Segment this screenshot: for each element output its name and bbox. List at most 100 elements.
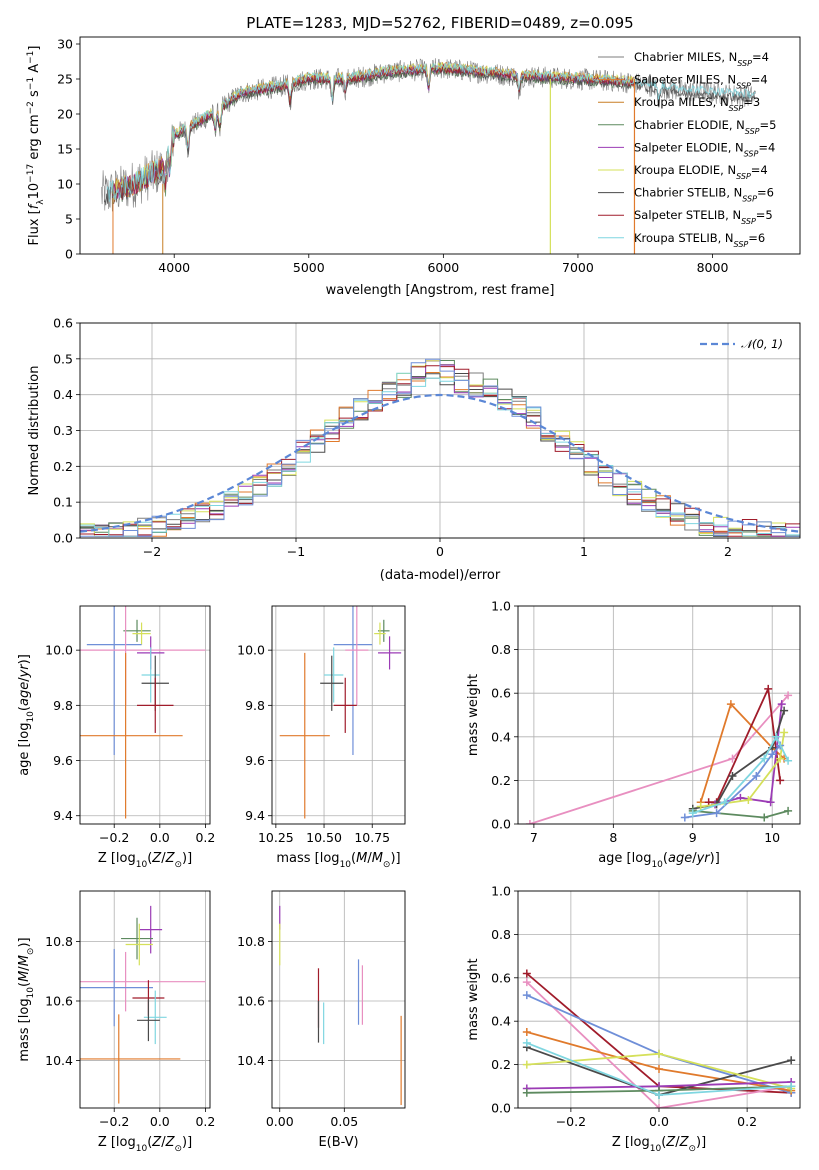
x-axis-label: (data-model)/error xyxy=(380,568,501,583)
x-tick-label: 10.75 xyxy=(354,830,390,845)
y-tick-label: 10.0 xyxy=(45,643,73,658)
x-axis-label: wavelength [Angstrom, rest frame] xyxy=(326,283,555,298)
y-tick-label: 0.0 xyxy=(491,817,511,832)
legend-label: Chabrier MILES, NSSP=4 xyxy=(634,50,769,68)
y-tick-label: 0.6 xyxy=(491,686,511,701)
y-tick-label: 10.4 xyxy=(237,1053,265,1068)
x-tick-label: 5000 xyxy=(293,260,325,275)
x-tick-label: 0.2 xyxy=(737,1114,757,1129)
x-tick-label: 7000 xyxy=(562,260,594,275)
weight-marker xyxy=(655,1104,663,1108)
y-tick-label: 0.4 xyxy=(491,729,511,744)
y-tick-label: 10.6 xyxy=(45,993,73,1008)
x-tick-label: 8 xyxy=(609,830,617,845)
x-tick-label: 0.00 xyxy=(266,1114,294,1129)
x-tick-label: −0.2 xyxy=(99,1114,129,1129)
legend-label: Salpeter ELODIE, NSSP=4 xyxy=(634,140,775,158)
weight-marker xyxy=(522,978,531,987)
x-tick-label: 0 xyxy=(436,544,444,559)
mass-vs-Z-panel: −0.2 0.0 0.2 10.4 10.6 10.8 Z [log10(Z/Z⊙)] mas… xyxy=(17,890,215,1154)
massweight-vs-age-panel: 7 8 9 10 0.0 0.2 0.4 0.6 0.8 1.0 age [log10(age/yr… xyxy=(466,599,801,870)
axes-frame xyxy=(79,322,801,539)
y-axis-label: Flux [fλ10−17 erg cm−2 s−1 A−1] xyxy=(26,46,46,246)
legend-label: Kroupa STELIB, NSSP=6 xyxy=(634,231,765,249)
weight-marker xyxy=(768,750,777,759)
x-axis-label: E(B-V) xyxy=(318,1135,358,1150)
x-tick-label: 2 xyxy=(724,544,732,559)
y-tick-label: 10.6 xyxy=(237,993,265,1008)
y-axis-label: mass weight xyxy=(466,958,481,1040)
y-tick-label: 0.6 xyxy=(491,970,511,985)
age-vs-Z-panel: −0.2 0.0 0.2 9.4 9.6 9.8 10.0 Z [log10(Z/Z⊙)] ag… xyxy=(17,605,215,870)
y-tick-label: 0.8 xyxy=(491,642,511,657)
weight-marker xyxy=(522,1088,531,1097)
x-axis-label: age [log10(age/yr)] xyxy=(598,851,720,870)
x-tick-label: 10 xyxy=(764,830,780,845)
error-bars xyxy=(80,606,206,819)
y-tick-label: 10 xyxy=(57,177,73,192)
axes-frame xyxy=(271,890,406,1109)
weight-marker xyxy=(772,732,781,741)
weight-marker xyxy=(712,809,721,818)
legend-label: Chabrier ELODIE, NSSP=5 xyxy=(634,118,776,136)
x-tick-label: −1 xyxy=(287,544,305,559)
x-tick-label: 10.50 xyxy=(306,830,342,845)
x-tick-label: 6000 xyxy=(427,260,459,275)
weight-marker xyxy=(522,1028,531,1037)
x-tick-label: 1 xyxy=(580,544,588,559)
weight-line xyxy=(529,694,789,824)
y-tick-label: 0.0 xyxy=(53,531,73,546)
x-tick-label: 0.0 xyxy=(649,1114,669,1129)
y-tick-label: 0.2 xyxy=(491,1057,511,1072)
legend-label: Chabrier STELIB, NSSP=6 xyxy=(634,186,774,204)
weight-line xyxy=(692,710,785,810)
y-tick-label: 9.8 xyxy=(53,698,73,713)
legend-label: Salpeter MILES, NSSP=4 xyxy=(634,73,768,91)
y-tick-label: 10.8 xyxy=(45,934,73,949)
y-tick-label: 10.0 xyxy=(237,643,265,658)
y-tick-label: 9.4 xyxy=(53,808,73,823)
error-bars xyxy=(279,606,402,819)
spectrum-lines xyxy=(101,58,756,254)
weight-marker xyxy=(720,798,729,807)
weight-marker xyxy=(760,754,769,763)
error-bars xyxy=(279,905,402,1106)
residuals-panel: −2 −1 0 1 2 0.0 0.1 0.2 0.3 0.4 0.5 0.6 (data-model)… xyxy=(27,316,801,583)
x-tick-label: −0.2 xyxy=(556,1114,586,1129)
y-tick-label: 15 xyxy=(57,142,73,157)
y-tick-label: 20 xyxy=(57,107,73,122)
x-tick-label: 0.05 xyxy=(330,1114,358,1129)
y-axis-label: age [log10(age/yr)] xyxy=(17,654,36,776)
weight-marker xyxy=(655,1049,663,1058)
y-tick-label: 10.4 xyxy=(45,1053,73,1068)
model-spectrum-line xyxy=(103,67,756,206)
x-tick-label: −2 xyxy=(143,544,161,559)
x-tick-label: 4000 xyxy=(158,260,190,275)
y-tick-label: 0.2 xyxy=(491,773,511,788)
y-tick-label: 0 xyxy=(65,247,73,262)
x-tick-label: 0.2 xyxy=(195,1114,215,1129)
weight-marker xyxy=(655,1090,663,1099)
y-tick-label: 9.4 xyxy=(245,808,265,823)
y-tick-label: 1.0 xyxy=(491,599,511,614)
axes-frame xyxy=(271,605,406,825)
weight-marker xyxy=(688,809,697,818)
axes-frame xyxy=(79,605,211,825)
weight-marker xyxy=(766,798,775,807)
weight-line xyxy=(714,703,783,806)
weight-marker xyxy=(752,772,761,781)
y-tick-label: 0.0 xyxy=(491,1101,511,1116)
error-bars xyxy=(80,905,206,1104)
legend-label: Salpeter STELIB, NSSP=5 xyxy=(634,208,773,226)
y-tick-label: 0.6 xyxy=(53,316,73,331)
age-vs-mass-panel: 10.25 10.50 10.75 9.4 9.6 9.8 10.0 mass [log10(… xyxy=(237,605,406,870)
x-tick-label: 9 xyxy=(689,830,697,845)
y-tick-label: 0.1 xyxy=(53,495,73,510)
y-tick-label: 25 xyxy=(57,72,73,87)
legend-label: 𝒩(0, 1) xyxy=(741,337,783,351)
legend-label: Kroupa ELODIE, NSSP=4 xyxy=(634,163,768,181)
y-tick-label: 9.8 xyxy=(245,698,265,713)
x-tick-label: −0.2 xyxy=(99,830,129,845)
weight-marker xyxy=(764,684,773,693)
x-tick-label: 0.2 xyxy=(195,830,215,845)
